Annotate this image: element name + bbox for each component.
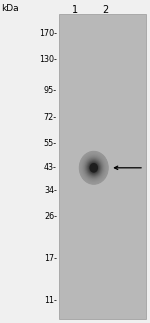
Ellipse shape bbox=[84, 156, 104, 179]
Text: 34-: 34- bbox=[44, 186, 57, 195]
Ellipse shape bbox=[79, 151, 109, 185]
Ellipse shape bbox=[80, 152, 107, 183]
Ellipse shape bbox=[81, 153, 107, 183]
Ellipse shape bbox=[90, 164, 97, 172]
Ellipse shape bbox=[81, 153, 106, 182]
Text: 17-: 17- bbox=[44, 254, 57, 263]
Ellipse shape bbox=[86, 160, 101, 176]
Ellipse shape bbox=[80, 152, 108, 183]
Ellipse shape bbox=[86, 159, 102, 177]
Ellipse shape bbox=[82, 154, 105, 181]
Ellipse shape bbox=[92, 165, 96, 170]
Ellipse shape bbox=[90, 164, 97, 172]
Text: 72-: 72- bbox=[44, 113, 57, 122]
Ellipse shape bbox=[84, 157, 103, 179]
Ellipse shape bbox=[83, 156, 104, 180]
Text: 43-: 43- bbox=[44, 163, 57, 172]
Ellipse shape bbox=[91, 164, 97, 171]
Ellipse shape bbox=[92, 166, 96, 170]
Text: 55-: 55- bbox=[44, 139, 57, 148]
Ellipse shape bbox=[91, 165, 96, 171]
Ellipse shape bbox=[88, 161, 100, 175]
Ellipse shape bbox=[87, 160, 100, 175]
Text: kDa: kDa bbox=[2, 4, 19, 13]
Ellipse shape bbox=[93, 167, 94, 169]
Text: 2: 2 bbox=[102, 5, 108, 15]
Ellipse shape bbox=[84, 157, 104, 179]
Ellipse shape bbox=[92, 166, 95, 170]
Ellipse shape bbox=[82, 155, 105, 181]
Ellipse shape bbox=[93, 167, 95, 169]
Ellipse shape bbox=[88, 162, 99, 174]
Ellipse shape bbox=[87, 160, 101, 176]
Ellipse shape bbox=[83, 155, 105, 180]
Text: 1: 1 bbox=[72, 5, 78, 15]
Ellipse shape bbox=[81, 154, 106, 182]
Ellipse shape bbox=[79, 151, 108, 184]
Ellipse shape bbox=[89, 162, 99, 173]
Ellipse shape bbox=[85, 158, 102, 177]
Text: 26-: 26- bbox=[44, 213, 57, 221]
Text: 11-: 11- bbox=[44, 296, 57, 305]
Ellipse shape bbox=[89, 163, 98, 173]
Ellipse shape bbox=[85, 158, 102, 178]
Ellipse shape bbox=[89, 163, 98, 173]
Text: 170-: 170- bbox=[39, 29, 57, 38]
Ellipse shape bbox=[86, 159, 101, 176]
Ellipse shape bbox=[88, 161, 100, 174]
Ellipse shape bbox=[89, 162, 99, 173]
Bar bbox=[58, 14, 146, 319]
Ellipse shape bbox=[85, 157, 103, 178]
Ellipse shape bbox=[82, 154, 106, 182]
Ellipse shape bbox=[90, 163, 98, 172]
Text: 130-: 130- bbox=[39, 55, 57, 64]
Text: 95-: 95- bbox=[44, 86, 57, 95]
Ellipse shape bbox=[80, 152, 108, 184]
